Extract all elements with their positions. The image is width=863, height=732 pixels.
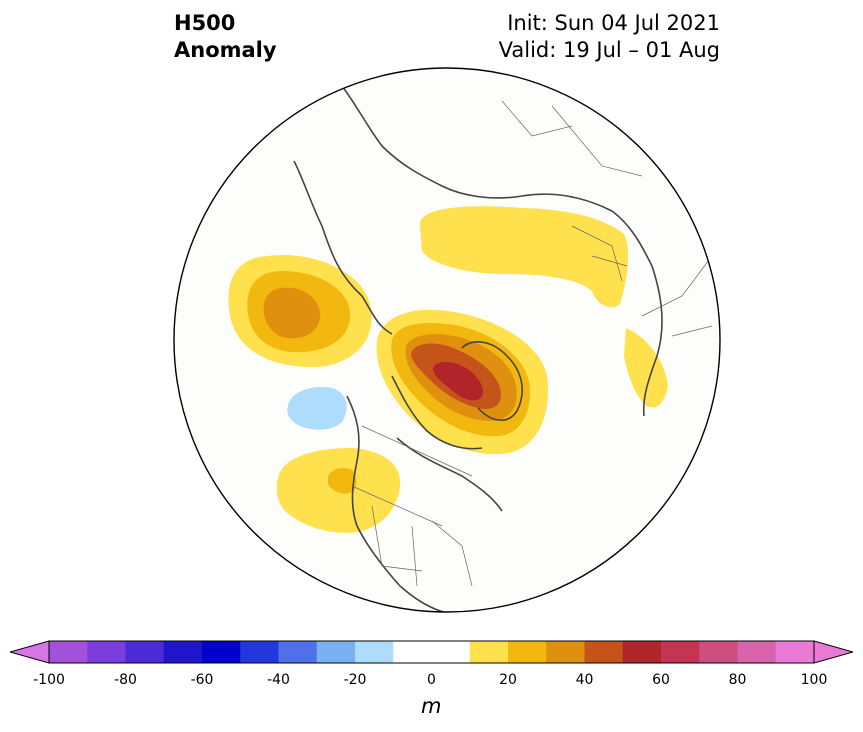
colorbar-tick-label: 80: [728, 672, 747, 688]
colorbar-bin: [49, 641, 88, 663]
colorbar-bin: [775, 641, 815, 663]
colorbar-bin: [699, 641, 738, 663]
colorbar-bin: [202, 641, 241, 663]
colorbar-bin: [393, 641, 432, 663]
colorbar-bin: [240, 641, 279, 663]
colorbar-bin: [125, 641, 165, 663]
colorbar-tick-label: -100: [33, 672, 65, 688]
colorbar-bin: [355, 641, 394, 663]
colorbar-bin: [163, 641, 203, 663]
colorbar-tick-label: 40: [575, 672, 594, 688]
anomaly-layer: [228, 85, 713, 612]
anomaly-bc-negative: [287, 386, 347, 430]
anomaly-siberia: [419, 206, 629, 308]
polar-map-svg: [173, 67, 721, 613]
polar-map: [172, 66, 722, 614]
borders: [351, 100, 713, 587]
colorbar-unit: m: [421, 694, 442, 718]
colorbar-ticks: -100 -80 -60 -40 -20 0 20 40 60 80 100: [0, 672, 863, 692]
init-date: Init: Sun 04 Jul 2021: [507, 11, 720, 35]
colorbar-tick-label: 20: [499, 672, 517, 688]
colorbar-bin: [622, 641, 662, 663]
colorbar-bin: [469, 641, 509, 663]
colorbar-tick-label: -80: [114, 672, 137, 688]
anomaly-ne-pacific-30: [263, 287, 321, 339]
colorbar-tick-label: -20: [343, 672, 367, 688]
globe-outline: [173, 67, 721, 613]
colorbar-bin: [316, 641, 356, 663]
colorbar-svg: [8, 640, 855, 664]
colorbar-bin: [546, 641, 585, 663]
anomaly-us-pnw-20: [328, 468, 357, 494]
colorbar-bin: [584, 641, 624, 663]
colorbar: [8, 640, 855, 664]
colorbar-bin: [431, 641, 471, 663]
colorbar-tick-label: 0: [427, 672, 436, 688]
colorbar-bin: [737, 641, 777, 663]
coastlines: [293, 85, 663, 612]
anomaly-scandinavia: [624, 328, 668, 408]
anomaly-greenland-50: [433, 362, 484, 401]
date-title: Init: Sun 04 Jul 2021 Valid: 19 Jul – 01…: [499, 10, 720, 64]
colorbar-bin: [278, 641, 318, 663]
colorbar-extend-high: [813, 640, 855, 664]
colorbar-extend-low: [8, 640, 50, 664]
field-title-line2: Anomaly: [174, 38, 277, 62]
colorbar-tick-label: -40: [267, 672, 290, 688]
valid-date: Valid: 19 Jul – 01 Aug: [498, 38, 720, 62]
colorbar-frame: [48, 640, 815, 664]
colorbar-bin: [508, 641, 547, 663]
colorbar-tick-label: 60: [652, 672, 670, 688]
colorbar-bin: [661, 641, 700, 663]
colorbar-bin: [87, 641, 126, 663]
field-title-line1: H500: [174, 11, 236, 35]
field-title: H500 Anomaly: [174, 10, 277, 64]
colorbar-tick-label: 100: [800, 672, 828, 688]
colorbar-tick-label: -60: [190, 672, 214, 688]
